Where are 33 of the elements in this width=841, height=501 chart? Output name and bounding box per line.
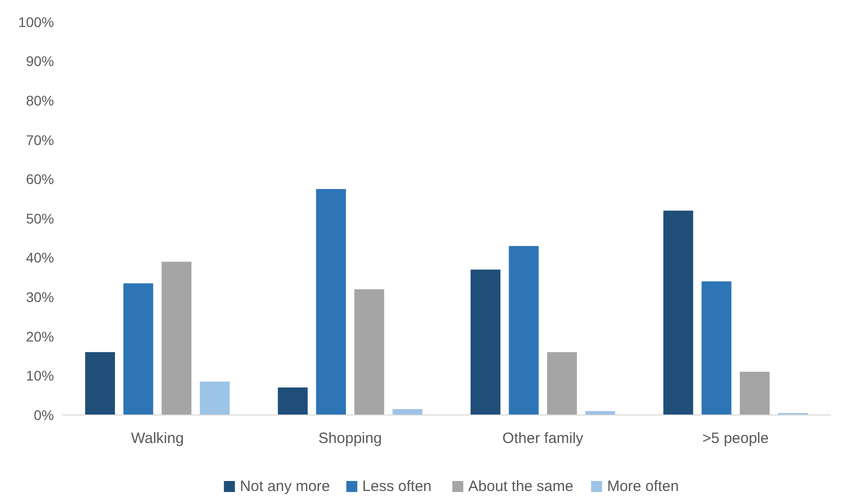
bar [354,289,384,415]
y-tick-label: 10% [26,368,54,384]
y-tick-label: 40% [26,250,54,266]
bar [123,283,154,415]
y-tick-label: 20% [26,328,54,344]
bar [278,387,308,415]
y-tick-label: 80% [26,92,54,108]
x-tick-label: Walking [131,430,184,447]
y-tick-label: 30% [26,289,54,305]
y-tick-label: 70% [26,132,54,148]
bar [200,382,230,415]
bar [392,409,422,415]
bar [162,262,192,415]
bar [85,352,115,415]
legend-label: Less often [362,478,432,495]
legend-label: More often [607,478,679,495]
bar [663,210,694,415]
x-tick-label: Shopping [318,430,382,447]
y-tick-label: 60% [26,171,54,188]
x-tick-label: Other family [502,430,584,447]
legend-label: About the same [468,478,574,495]
bar [316,189,346,415]
bar [740,372,770,415]
y-tick-label: 100% [18,14,54,30]
y-tick-label: 90% [26,53,54,70]
bar [702,281,732,415]
legend-label: Not any more [240,478,330,495]
bar [470,270,500,415]
bar [547,352,577,415]
y-tick-label: 50% [26,210,54,226]
x-tick-label: >5 people [702,430,769,447]
bar [508,246,539,415]
y-tick-label: 0% [34,406,54,423]
